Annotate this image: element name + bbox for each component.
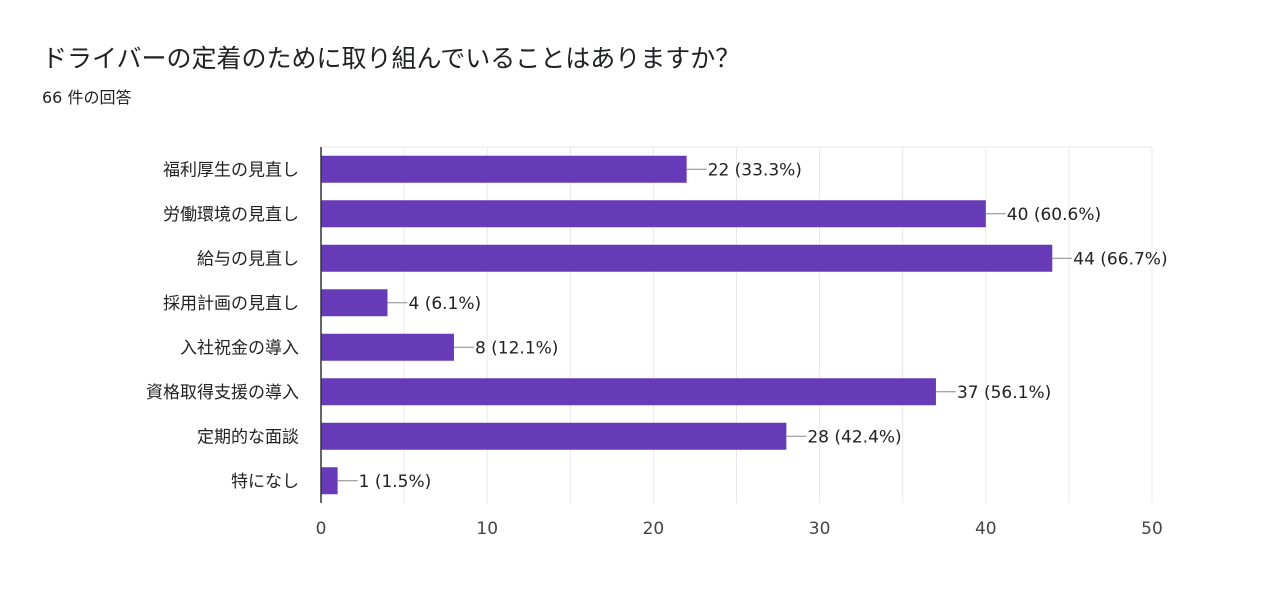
data-label: 28 (42.4%) — [807, 427, 901, 447]
data-label: 4 (6.1%) — [408, 294, 481, 314]
category-label: 福利厚生の見直し — [163, 160, 299, 180]
response-count: 66 件の回答 — [42, 88, 132, 107]
bar-6 — [321, 378, 936, 406]
question-title: ドライバーの定着のために取り組んでいることはありますか？ — [42, 44, 741, 73]
bar-5 — [321, 333, 454, 361]
bar-8 — [321, 467, 338, 495]
x-tick-label: 10 — [476, 519, 498, 539]
x-tick-label: 20 — [643, 519, 665, 539]
category-label: 資格取得支援の導入 — [146, 383, 299, 403]
category-label: 労働環境の見直し — [163, 205, 299, 225]
data-label: 40 (60.6%) — [1007, 205, 1101, 225]
data-label: 44 (66.7%) — [1073, 249, 1167, 269]
x-tick-label: 50 — [1141, 519, 1163, 539]
x-tick-label: 40 — [975, 519, 997, 539]
data-label: 8 (12.1%) — [475, 338, 558, 358]
category-label: 定期的な面談 — [197, 427, 299, 447]
x-tick-label: 30 — [809, 519, 831, 539]
data-label: 37 (56.1%) — [957, 383, 1051, 403]
category-label: 給与の見直し — [197, 249, 299, 269]
category-label: 採用計画の見直し — [163, 294, 299, 314]
data-label: 22 (33.3%) — [708, 160, 802, 180]
category-label: 入社祝金の導入 — [180, 338, 299, 358]
bar-3 — [321, 244, 1053, 272]
bar-2 — [321, 200, 986, 228]
category-label: 特になし — [231, 472, 299, 492]
bar-4 — [321, 289, 388, 317]
data-label: 1 (1.5%) — [359, 472, 432, 492]
bar-1 — [321, 155, 687, 183]
bar-7 — [321, 422, 787, 450]
x-tick-label: 0 — [316, 519, 327, 539]
